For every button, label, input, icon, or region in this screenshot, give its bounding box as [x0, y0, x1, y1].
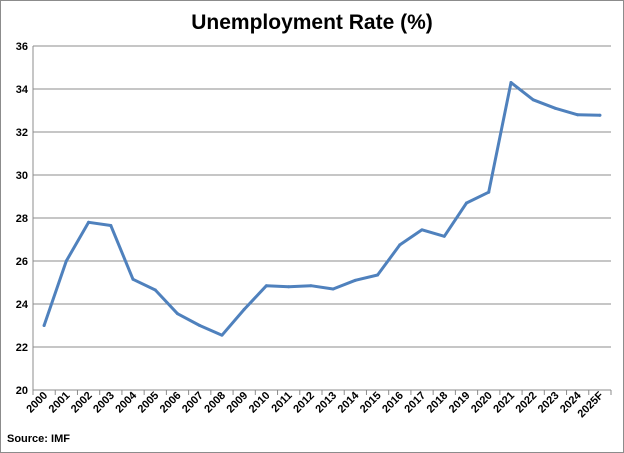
data-point	[242, 307, 246, 311]
x-tick-label: 2023	[536, 390, 562, 416]
chart-title: Unemployment Rate (%)	[191, 11, 433, 34]
data-point	[331, 287, 335, 291]
x-tick-label: 2000	[24, 390, 50, 416]
y-tick-label: 36	[16, 41, 28, 53]
x-tick-label: 2006	[158, 390, 184, 416]
x-tick-label: 2015	[358, 390, 384, 416]
data-point	[198, 324, 202, 327]
x-tick-label: 2020	[469, 390, 495, 416]
x-tick-label: 2010	[247, 390, 273, 416]
x-tick-label: 2011	[269, 390, 294, 415]
data-point	[353, 278, 357, 282]
x-tick-label: 2019	[447, 390, 473, 416]
data-point	[309, 284, 313, 288]
x-tick-label: 2008	[202, 390, 228, 416]
y-tick-label: 32	[16, 127, 28, 139]
x-tick-label: 2002	[69, 390, 95, 416]
source-note: Source: IMF	[7, 433, 70, 445]
data-point	[420, 228, 424, 232]
x-tick-label: 2001	[47, 390, 73, 416]
data-point	[42, 324, 46, 327]
x-tick-label: 2016	[380, 390, 406, 416]
data-point	[264, 284, 268, 288]
y-tick-label: 30	[16, 170, 28, 182]
data-point	[87, 220, 91, 224]
x-tick-label: 2007	[180, 390, 206, 416]
data-point	[287, 285, 291, 289]
data-point	[376, 273, 380, 277]
data-point	[109, 224, 113, 228]
data-point	[465, 201, 468, 205]
x-tick-label: 2004	[113, 389, 139, 415]
y-tick-label: 24	[16, 299, 29, 311]
data-point	[220, 333, 224, 337]
data-point	[64, 259, 68, 263]
y-tick-label: 28	[16, 213, 28, 225]
data-point	[509, 81, 513, 85]
y-tick-label: 34	[16, 84, 29, 96]
data-point	[398, 243, 402, 247]
data-point	[531, 98, 535, 102]
data-point	[176, 312, 179, 316]
y-tick-label: 20	[16, 385, 28, 397]
data-point	[442, 234, 446, 238]
x-tick-label: 2014	[336, 389, 362, 415]
x-tick-label: 2025F	[575, 389, 606, 420]
x-tick-label: 2018	[425, 390, 451, 416]
x-tick-label: 2017	[402, 390, 428, 416]
data-point	[553, 106, 557, 110]
data-point	[598, 113, 602, 117]
x-tick-label: 2022	[514, 390, 540, 416]
x-tick-label: 2021	[491, 390, 517, 416]
x-tick-label: 2009	[225, 390, 251, 416]
x-tick-label: 2005	[136, 390, 162, 416]
y-tick-label: 22	[16, 342, 28, 354]
x-tick-label: 2003	[91, 390, 117, 416]
data-point	[576, 113, 580, 117]
data-point	[131, 277, 135, 281]
x-tick-label: 2012	[291, 390, 317, 416]
x-tick-label: 2013	[313, 390, 339, 416]
data-point	[487, 190, 491, 194]
data-point	[153, 288, 157, 292]
series-line	[42, 81, 602, 337]
y-tick-label: 26	[16, 256, 28, 268]
